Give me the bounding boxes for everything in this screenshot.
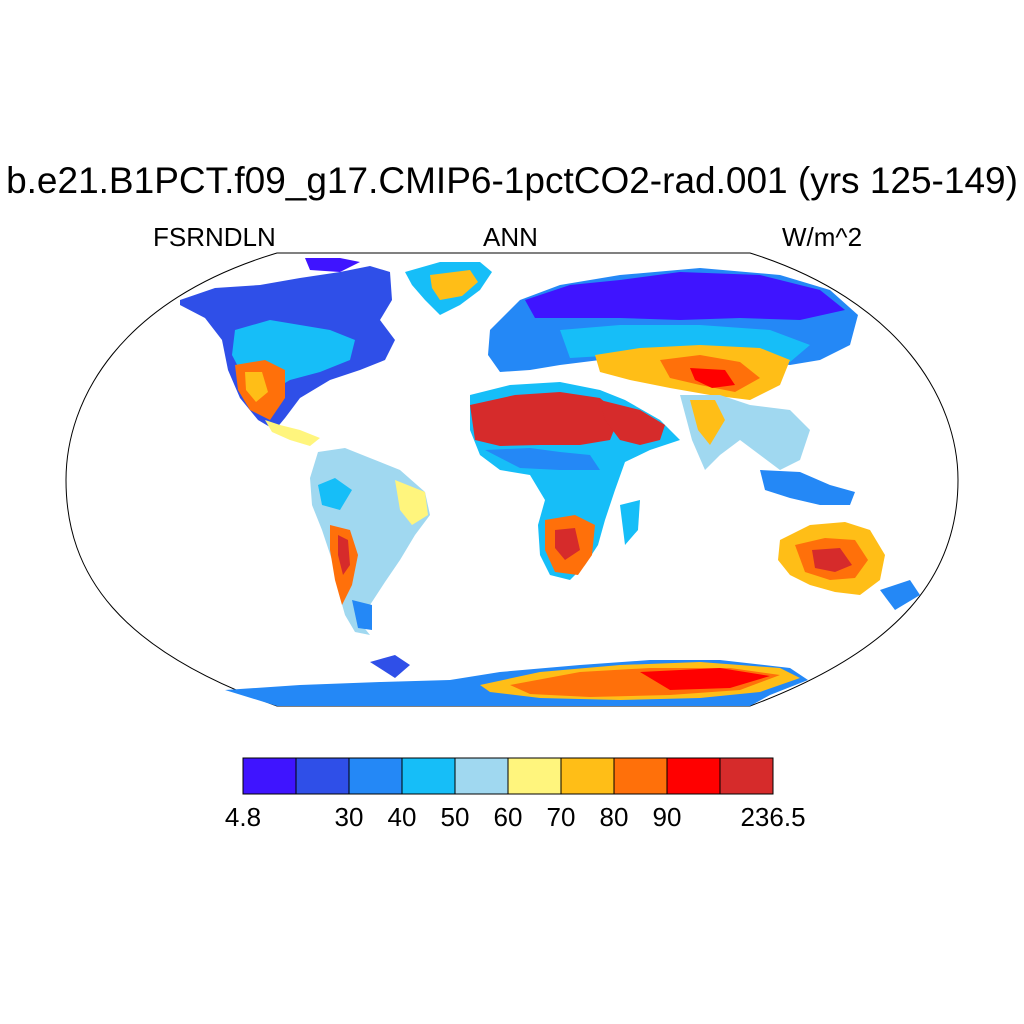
colorbar-swatch <box>454 757 509 795</box>
eurasia <box>488 268 858 400</box>
greenland <box>405 262 492 315</box>
plot-title: b.e21.B1PCT.f09_g17.CMIP6-1pctCO2-rad.00… <box>6 160 1018 201</box>
africa <box>470 382 680 580</box>
colorbar-swatch <box>560 757 615 795</box>
colorbar-tick-label: 50 <box>440 802 470 832</box>
colorbar-swatch <box>348 757 403 795</box>
colorbar-swatch <box>666 757 721 795</box>
colorbar <box>242 757 774 795</box>
colorbar-tick-label: 40 <box>387 802 417 832</box>
colorbar-tick-label: 90 <box>652 802 682 832</box>
colorbar-tick-label: 70 <box>546 802 576 832</box>
colorbar-tick-label: 4.8 <box>224 802 262 832</box>
colorbar-swatch <box>295 757 350 795</box>
south-america <box>310 448 430 635</box>
colorbar-tick-label: 30 <box>334 802 364 832</box>
colorbar-tick-label: 80 <box>599 802 629 832</box>
colorbar-swatch <box>613 757 668 795</box>
variable-label: FSRNDLN <box>153 222 276 252</box>
season-label: ANN <box>483 222 538 252</box>
south-asia <box>680 395 855 505</box>
units-label: W/m^2 <box>782 222 863 252</box>
colorbar-swatch <box>507 757 562 795</box>
antarctica <box>225 655 808 706</box>
north-america <box>180 258 395 446</box>
colorbar-swatch <box>401 757 456 795</box>
australia <box>778 522 920 610</box>
colorbar-tick-label: 60 <box>493 802 523 832</box>
colorbar-swatch <box>242 757 297 795</box>
colorbar-swatch <box>719 757 774 795</box>
colorbar-tick-label: 236.5 <box>740 802 806 832</box>
